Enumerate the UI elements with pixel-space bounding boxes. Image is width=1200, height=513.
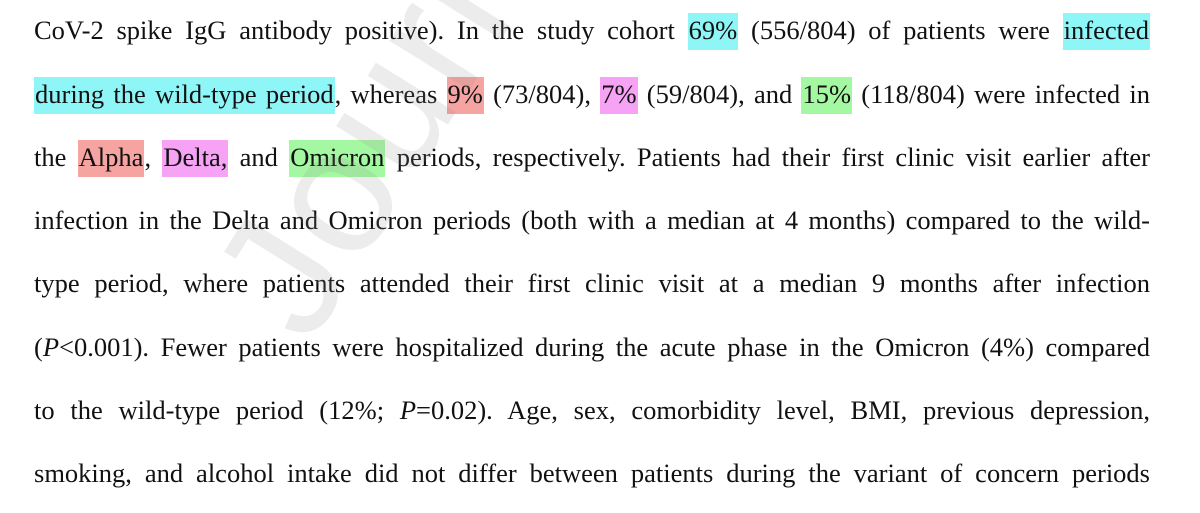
text-segment: the xyxy=(34,142,78,172)
text-segment: CoV-2 spike IgG antibody positive). In t… xyxy=(34,15,688,45)
text-segment: (118/804) were infected in xyxy=(852,79,1151,109)
p-value-symbol: P xyxy=(399,395,417,425)
highlight-wild-type-percent: 69% xyxy=(687,13,739,50)
text-segment: and xyxy=(228,142,290,172)
highlight-omicron-percent: 15% xyxy=(801,77,853,114)
text-line-7: to the wild-type period (12%; P=0.02). A… xyxy=(34,390,1150,430)
text-segment: (73/804), xyxy=(483,79,601,109)
text-segment: to the wild-type period (12%; xyxy=(34,395,400,425)
text-segment: ( xyxy=(34,332,43,362)
text-line-8: smoking, and alcohol intake did not diff… xyxy=(34,458,1150,488)
text-line-6: (P<0.001). Fewer patients were hospitali… xyxy=(34,327,1150,367)
text-segment: <0.001). Fewer patients were hospitalize… xyxy=(59,332,1150,362)
text-line-5: type period, where patients attended the… xyxy=(34,268,1150,298)
highlight-wild-type-infected: infected xyxy=(1062,13,1151,50)
highlight-omicron: Omicron xyxy=(289,140,386,177)
text-segment: (59/804), and xyxy=(637,79,802,109)
text-line-3: the Alpha, Delta, and Omicron periods, r… xyxy=(34,137,1150,177)
text-segment: =0.02). Age, sex, comorbidity level, BMI… xyxy=(416,395,1150,425)
highlight-alpha-percent: 9% xyxy=(446,77,484,114)
highlight-delta-percent: 7% xyxy=(600,77,638,114)
p-value-symbol: P xyxy=(42,332,60,362)
highlight-alpha: Alpha xyxy=(77,140,145,177)
text-line-2: during the wild-type period, whereas 9% … xyxy=(34,74,1150,114)
highlight-delta: Delta, xyxy=(162,140,229,177)
watermark: Journal Pre-proof xyxy=(170,0,1082,369)
text-line-4: infection in the Delta and Omicron perio… xyxy=(34,205,1150,235)
text-line-1: CoV-2 spike IgG antibody positive). In t… xyxy=(34,10,1151,50)
text-segment: , xyxy=(144,142,163,172)
text-segment: periods, respectively. Patients had thei… xyxy=(385,142,1151,172)
text-segment: , whereas xyxy=(334,79,447,109)
text-segment: (556/804) of patients were xyxy=(738,15,1063,45)
highlight-wild-type-period: during the wild-type period xyxy=(34,77,335,114)
